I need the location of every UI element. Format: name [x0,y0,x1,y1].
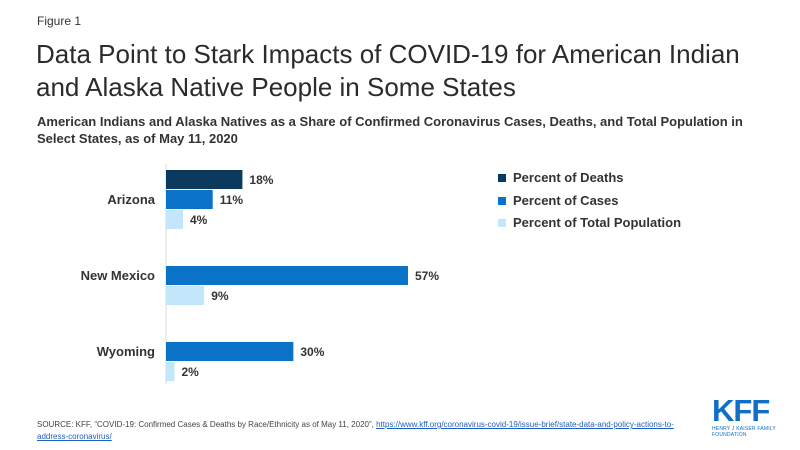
bar-chart: Arizona 18% 11% 4% New Mexico 57% 9% Wyoming 30%… [81,164,681,384]
bar-percent-of-total-population [166,286,205,305]
legend-swatch [498,219,506,227]
data-label: 9% [211,289,229,303]
legend-swatch [498,174,506,182]
category-label: Wyoming [97,344,155,359]
data-label: 11% [220,193,244,207]
bar-percent-of-total-population [166,362,175,381]
data-label: 18% [249,173,273,187]
data-label: 30% [300,345,324,359]
legend-label: Percent of Deaths [513,170,624,185]
source-note: SOURCE: KFF, “COVID-19: Confirmed Cases … [37,419,697,443]
category-label: New Mexico [81,268,155,283]
figure-label: Figure 1 [37,14,82,28]
bar-percent-of-deaths [166,170,243,189]
data-label: 4% [190,213,208,227]
logo-mark: KFF [712,393,770,428]
bar-percent-of-cases [166,190,213,209]
bar-percent-of-total-population [166,210,183,229]
source-text: SOURCE: KFF, “COVID-19: Confirmed Cases … [37,420,374,429]
category-label: Arizona [107,192,155,207]
bar-percent-of-cases [166,342,294,361]
source-link[interactable]: https://www.kff.org/coronavirus-covid-19… [37,420,674,441]
kff-logo: KFF HENRY J KAISER FAMILY FOUNDATION [712,393,782,440]
chart-title: Data Point to Stark Impacts of COVID-19 … [36,39,740,102]
chart-subtitle: American Indians and Alaska Natives as a… [37,114,743,146]
bar-percent-of-cases [166,266,408,285]
data-label: 2% [181,365,199,379]
data-label: 57% [415,269,439,283]
legend-label: Percent of Total Population [513,215,681,230]
logo-subtitle: HENRY J KAISER FAMILY FOUNDATION [712,426,776,438]
legend-swatch [498,197,506,205]
legend-label: Percent of Cases [513,193,619,208]
